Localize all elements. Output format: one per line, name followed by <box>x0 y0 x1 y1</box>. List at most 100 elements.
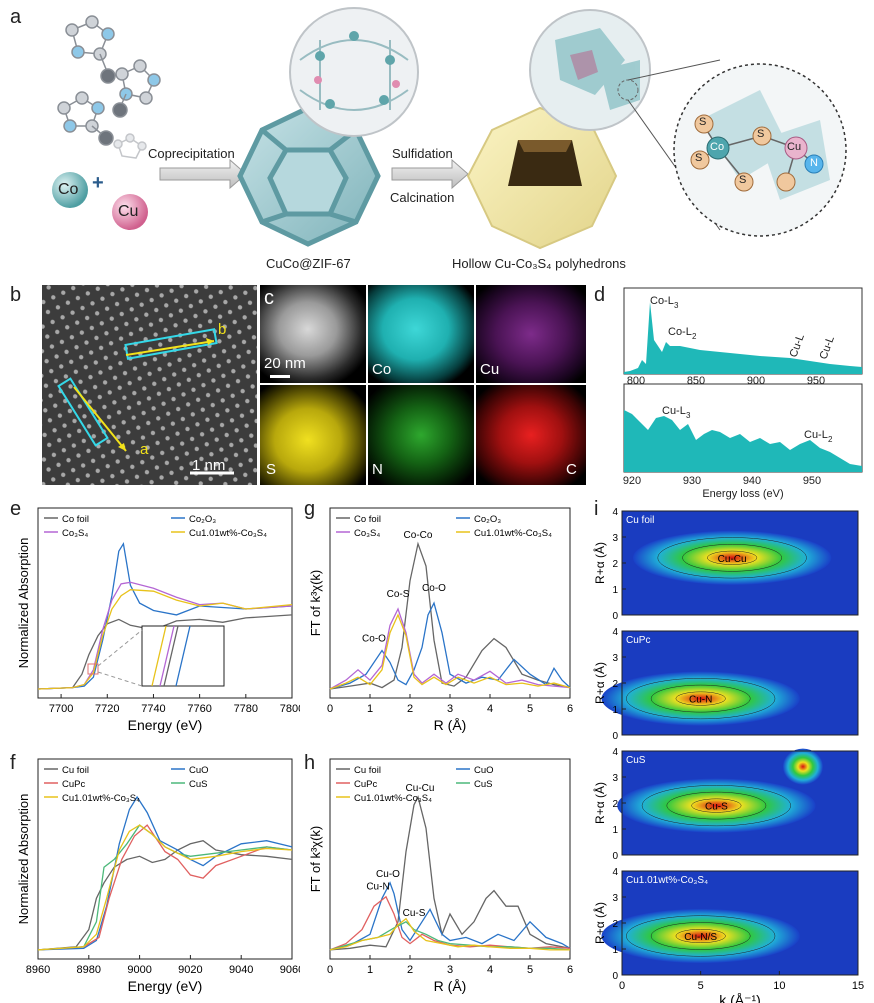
x-tick-label: 5 <box>527 703 533 715</box>
hollow-polyhedron <box>466 106 618 250</box>
panel-d-letter: d <box>594 284 606 306</box>
y-tick-label: 1 <box>612 585 618 596</box>
atom-label-s1: S <box>699 116 707 128</box>
y-tick-label: 2 <box>612 919 618 930</box>
label-cu-l2: Cu-L <box>818 335 837 362</box>
y-axis-label: Normalized Absorption <box>16 794 31 925</box>
x-axis-label: k (Å⁻¹) <box>719 992 761 1003</box>
d-bot-tick-3: 950 <box>803 475 821 487</box>
eels-top-fill <box>624 302 862 374</box>
legend-label: Co foil <box>354 514 381 525</box>
y-axis-label: R+α (Å) <box>592 782 607 824</box>
y-tick-label: 0 <box>612 611 618 622</box>
contour-line <box>682 544 782 572</box>
imidazole-molecules <box>57 15 161 159</box>
peak-annotation: Cu-S <box>403 908 426 919</box>
atom-label-s4: S <box>739 174 747 186</box>
co-map <box>368 285 474 383</box>
c-scale-bar <box>270 375 290 378</box>
y-tick-label: 4 <box>612 867 618 878</box>
map-label-c: C <box>566 461 577 478</box>
d-xlabel: Energy loss (eV) <box>702 488 783 500</box>
s-map <box>260 385 366 485</box>
legend-label: Co₂O₃ <box>474 514 501 525</box>
label-cu-l2b: Cu-L <box>804 429 828 441</box>
co-label: Co <box>58 181 79 198</box>
step-sulfidation: Sulfidation <box>392 146 453 161</box>
inset-line <box>151 625 167 687</box>
haadf-map <box>260 285 366 383</box>
x-tick-label: 2 <box>407 703 413 715</box>
series-line <box>37 824 293 951</box>
x-tick-label: 15 <box>852 980 864 992</box>
series-line <box>37 614 293 690</box>
lattice-pattern <box>42 285 257 485</box>
label-cu-l3b: Cu-L <box>662 405 686 417</box>
legend-label: CuPc <box>62 779 85 790</box>
wavelet-peak <box>601 908 800 964</box>
panel-h-letter: h <box>304 752 316 774</box>
x-tick-label: 10 <box>773 980 785 992</box>
legend-label: Cu foil <box>354 765 381 776</box>
y-axis-label: R+α (Å) <box>592 662 607 704</box>
c-scale-label: 20 nm <box>264 355 306 372</box>
y-tick-label: 1 <box>612 945 618 956</box>
atom-label-co: Co <box>710 141 725 153</box>
y-tick-label: 2 <box>612 559 618 570</box>
map-label-cu: Cu <box>480 361 500 378</box>
d-bot-tick-2: 940 <box>743 475 761 487</box>
mark-b: b <box>218 321 227 338</box>
y-tick-label: 4 <box>612 627 618 638</box>
y-tick-label: 2 <box>612 799 618 810</box>
series-line <box>329 895 571 951</box>
peak-annotation: Co-O <box>362 634 386 645</box>
panel-a: a <box>0 0 874 280</box>
panel-name: Cu foil <box>626 515 654 526</box>
d-top-tick-3: 950 <box>807 375 825 387</box>
panel-name: CuS <box>626 755 646 766</box>
arrow-1 <box>159 158 247 190</box>
step-coprecipitation: Coprecipitation <box>148 146 235 161</box>
mark-a: a <box>140 441 149 458</box>
c-map <box>476 385 586 485</box>
cu-ball <box>112 194 148 230</box>
y-tick-label: 3 <box>612 653 618 664</box>
x-tick-label: 9040 <box>229 964 253 976</box>
legend-label: CuPc <box>354 779 377 790</box>
caption-cuco-zif67: CuCo@ZIF-67 <box>266 256 351 271</box>
peak-annotation: Cu-O <box>376 869 400 880</box>
series-line <box>37 589 293 690</box>
x-tick-label: 0 <box>327 703 333 715</box>
y-tick-label: 0 <box>612 851 618 862</box>
contour-line <box>650 922 751 950</box>
legend-label: CuO <box>189 765 209 776</box>
x-tick-label: 7720 <box>95 703 119 715</box>
legend-label: Cu1.01wt%-Co₃S₄ <box>62 793 140 804</box>
legend-label: Cu1.01wt%-Co₃S₄ <box>189 528 267 539</box>
svg-text:3: 3 <box>686 411 691 420</box>
panel-name: Cu1.01wt%-Co₃S₄ <box>626 875 708 886</box>
chart-e: 7700 7720 7740 7760 7780 7800 Energy (eV) Norma… <box>16 507 300 733</box>
y-tick-label: 2 <box>612 679 618 690</box>
series-line <box>37 839 293 951</box>
peak-label: Cu-Cu <box>718 554 747 565</box>
x-tick-label: 7740 <box>141 703 165 715</box>
x-axis-label: R (Å) <box>434 978 467 994</box>
d-top-tick-2: 900 <box>747 375 765 387</box>
x-tick-label: 7780 <box>234 703 258 715</box>
map-label-co: Co <box>372 361 392 378</box>
x-tick-label: 0 <box>327 964 333 976</box>
d-bot-tick-0: 920 <box>623 475 641 487</box>
chart-f: 8960 8980 9000 9020 9040 9060 Energy (eV) Norma… <box>16 758 300 994</box>
x-tick-label: 9020 <box>178 964 202 976</box>
peak-annotation: Cu-N <box>366 881 389 892</box>
y-tick-label: 1 <box>612 825 618 836</box>
wavelet-peak <box>601 671 800 726</box>
panel-f-letter: f <box>10 752 16 774</box>
chart-g: 0 1 2 3 4 5 6 R (Å) FT of k³χ(k) Co foil Co₂O₃ Co₃S… <box>308 507 573 733</box>
legend-label: Co₃S₄ <box>354 528 380 539</box>
series-line <box>329 881 571 951</box>
y-tick-label: 0 <box>612 971 618 982</box>
series-line <box>37 824 293 951</box>
panel-e-letter: e <box>10 498 22 520</box>
